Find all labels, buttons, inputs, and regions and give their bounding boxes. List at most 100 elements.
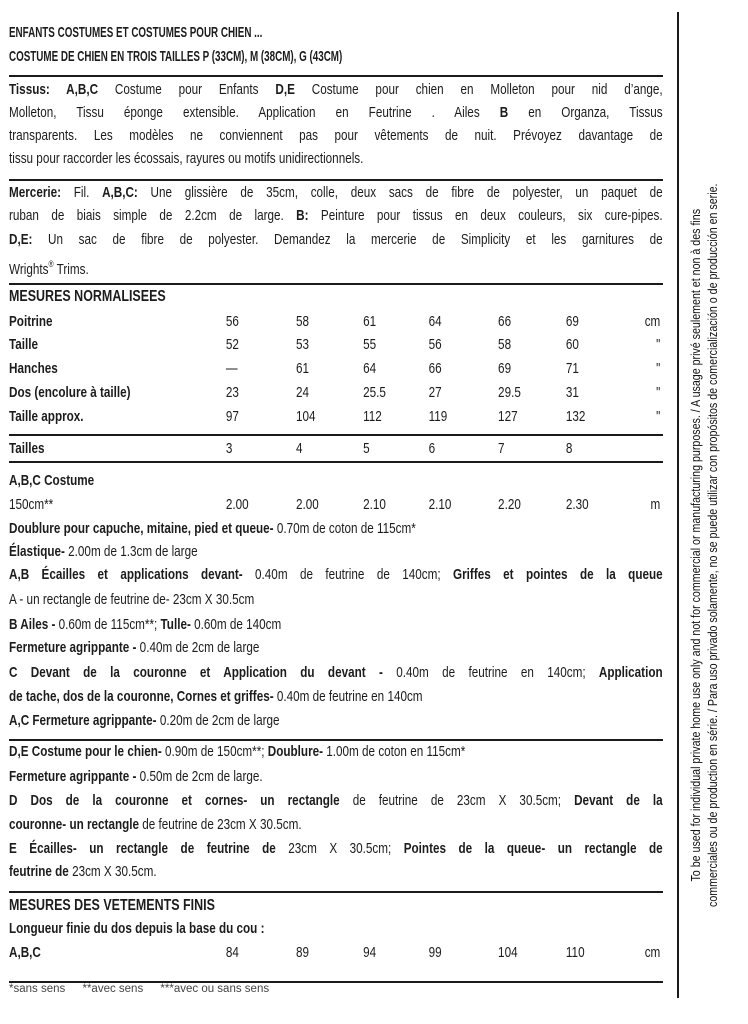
cell-value: 52 [225, 336, 239, 353]
cell-value: 64 [428, 313, 442, 330]
section-title-text: MESURES NORMALISEES [9, 288, 166, 305]
divider [9, 461, 663, 463]
divider [9, 739, 663, 741]
cell-value: 7 [498, 440, 505, 457]
text-run: E Écailles- un rectangle de feutrine de [9, 840, 276, 857]
text-run: Application [598, 664, 663, 681]
text-run: D,E: [9, 231, 33, 248]
row-label: Hanches [9, 360, 58, 377]
cell-value: 2.10 [428, 496, 452, 513]
cell-value: 97 [225, 408, 239, 425]
row-label: A,B,C [9, 944, 41, 961]
footnote: **avec sens [82, 983, 144, 995]
measurement-row: Hanches — 61 64 66 69 71 " [9, 359, 663, 379]
text-run: 0.40m de feutrine en 140cm [273, 688, 423, 705]
text-run: Fermeture agrippante - [9, 768, 137, 785]
cell-value: 69 [498, 360, 512, 377]
row-label: Taille approx. [9, 408, 84, 425]
unit-label: " [656, 336, 661, 353]
text-run: feutrine de [9, 863, 69, 880]
text-run: Costume pour Enfants [98, 81, 276, 98]
text-run: Pointes de la queue- un rectangle de [403, 840, 663, 857]
text-run: Mercerie: [9, 184, 62, 201]
sizes-row: Tailles 3 4 5 6 7 8 [9, 439, 663, 459]
text-run: tissu pour raccorder les écossais, rayur… [9, 150, 364, 167]
text-run: 0.70m de coton de 115cm* [273, 520, 416, 537]
section-title: MESURES DES VETEMENTS FINIS [9, 896, 663, 916]
abc-note-line: A - un rectangle de feutrine de- 23cm X … [9, 590, 663, 610]
cell-value: 104 [498, 944, 518, 961]
cell-value: 3 [225, 440, 233, 457]
cell-value: 60 [565, 336, 579, 353]
text-run: en Organza, Tissus [508, 104, 663, 121]
cell-value: 4 [296, 440, 303, 457]
measurement-row: Dos (encolure à taille) 23 24 25.5 27 29.5 31 " [9, 383, 663, 403]
text-run: Élastique- [9, 543, 65, 560]
text-run: Devant de la [574, 792, 663, 809]
cell-value: 55 [363, 336, 377, 353]
tissus-line: Tissus: A,B,C Costume pour Enfants D,E C… [9, 80, 663, 100]
cell-value: 2.10 [363, 496, 386, 513]
text-run: B [499, 104, 509, 121]
cell-value: 5 [363, 440, 370, 457]
text-run: Tulle- [160, 616, 191, 633]
text-run: A,C Fermeture agrippante- [9, 712, 157, 729]
text-run: de feutrine de 23cm X 30.5cm. [139, 816, 302, 833]
de-note-line: feutrine de 23cm X 30.5cm. [9, 862, 663, 882]
text-run: 0.40m de feutrine en 140cm; [382, 664, 599, 681]
unit-label: m [650, 496, 661, 513]
measurement-row: Taille approx. 97 104 112 119 127 132 " [9, 407, 663, 427]
divider [9, 75, 663, 77]
heading-text: A,B,C Costume [9, 472, 95, 489]
text-run: 0.60m de 115cm**; [55, 616, 161, 633]
tissus-line: transparents. Les modèles ne conviennent… [9, 126, 663, 146]
cell-value: 27 [428, 384, 442, 401]
text-run: Molleton, Tissu éponge extensible. Appli… [9, 104, 500, 121]
cell-value: 6 [428, 440, 436, 457]
mercerie-line: ruban de biais simple de 2.2cm de large.… [9, 206, 663, 226]
text-run: ® [48, 259, 54, 269]
abc-note-line: Élastique- 2.00m de 1.3cm de large [9, 542, 663, 562]
cell-value: 56 [428, 336, 442, 353]
text-run: Costume pour chien en Molleton pour nid … [294, 81, 663, 98]
text-run: 23cm X 30.5cm. [68, 863, 157, 880]
unit-label: " [656, 408, 661, 425]
cell-value: 8 [565, 440, 573, 457]
cell-value: 104 [296, 408, 316, 425]
de-note-line: D Dos de la couronne et cornes- un recta… [9, 791, 663, 811]
mercerie-line: D,E: Un sac de fibre de polyester. Deman… [9, 230, 663, 250]
cell-value: 61 [296, 360, 310, 377]
de-note-line: Fermeture agrippante - 0.50m de 2cm de l… [9, 767, 663, 787]
row-label: Taille [9, 336, 39, 353]
usage-notice: To be used for individual private home u… [687, 145, 721, 945]
row-label: Tailles [9, 440, 45, 457]
text-run: Peinture pour tissus en deux couleurs, s… [308, 207, 663, 224]
cell-value: 2.00 [296, 496, 319, 513]
cell-value: 25.5 [363, 384, 386, 401]
cell-value: 94 [363, 944, 377, 961]
cell-value: 24 [296, 384, 310, 401]
mercerie-line: Wrights® Trims. [9, 254, 663, 278]
row-label: 150cm** [9, 496, 54, 513]
finished-row: A,B,C 84 89 94 99 104 110 cm [9, 943, 663, 963]
costume-heading: A,B,C Costume [9, 471, 663, 491]
cell-value: 119 [428, 408, 448, 425]
text-run: B Ailes - [9, 616, 56, 633]
text-run: de feutrine de 23cm X 30.5cm; [339, 792, 575, 809]
text-run: A,B Écailles et applications devant- [9, 566, 243, 583]
cell-value: 66 [498, 313, 512, 330]
section-subtitle: Longueur finie du dos depuis la base du … [9, 919, 663, 939]
abc-note-line: B Ailes - 0.60m de 115cm**; Tulle- 0.60m… [9, 615, 663, 635]
de-note-line: E Écailles- un rectangle de feutrine de … [9, 839, 663, 859]
abc-note-line: A,C Fermeture agrippante- 0.20m de 2cm d… [9, 711, 663, 731]
abc-note-line: A,B Écailles et applications devant- 0.4… [9, 565, 663, 585]
text-run: Griffes et pointes de la queue [453, 566, 663, 583]
usage-notice-line: To be used for individual private home u… [688, 208, 703, 882]
text-run: ruban de biais simple de 2.2cm de large. [9, 207, 297, 224]
text-run: 0.60m de 140cm [190, 616, 282, 633]
text-run: Une glissière de 35cm, colle, deux sacs … [137, 184, 663, 201]
subtitle-text: Longueur finie du dos depuis la base du … [9, 920, 265, 937]
text-run: 0.40m de 2cm de large [136, 639, 260, 656]
tissus-line: tissu pour raccorder les écossais, rayur… [9, 149, 663, 169]
divider [9, 283, 663, 285]
